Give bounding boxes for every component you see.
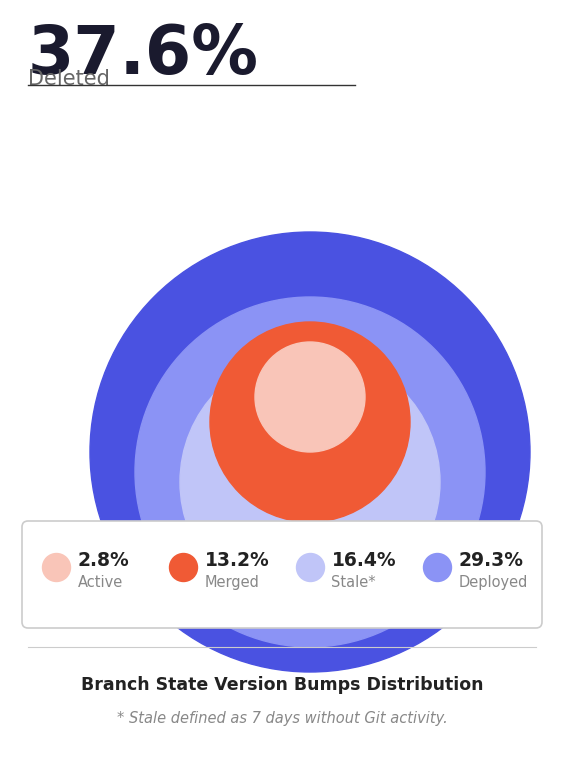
Text: * Stale defined as 7 days without Git activity.: * Stale defined as 7 days without Git ac… <box>117 712 447 727</box>
Text: 16.4%: 16.4% <box>332 551 396 570</box>
Circle shape <box>90 232 530 672</box>
Circle shape <box>135 297 485 647</box>
FancyBboxPatch shape <box>22 521 542 628</box>
Text: Deployed: Deployed <box>459 575 528 590</box>
Circle shape <box>297 553 324 581</box>
Text: 29.3%: 29.3% <box>459 551 523 570</box>
Text: Branch State Version Bumps Distribution: Branch State Version Bumps Distribution <box>81 676 483 694</box>
Circle shape <box>180 352 440 612</box>
Text: Merged: Merged <box>205 575 259 590</box>
Text: 2.8%: 2.8% <box>77 551 129 570</box>
Text: Deleted: Deleted <box>28 69 110 89</box>
Circle shape <box>424 553 452 581</box>
Text: Active: Active <box>77 575 123 590</box>
Text: Stale*: Stale* <box>332 575 376 590</box>
Text: 13.2%: 13.2% <box>205 551 269 570</box>
Text: 37.6%: 37.6% <box>28 22 259 88</box>
Circle shape <box>42 553 70 581</box>
Circle shape <box>210 322 410 522</box>
Circle shape <box>255 342 365 452</box>
Circle shape <box>170 553 197 581</box>
